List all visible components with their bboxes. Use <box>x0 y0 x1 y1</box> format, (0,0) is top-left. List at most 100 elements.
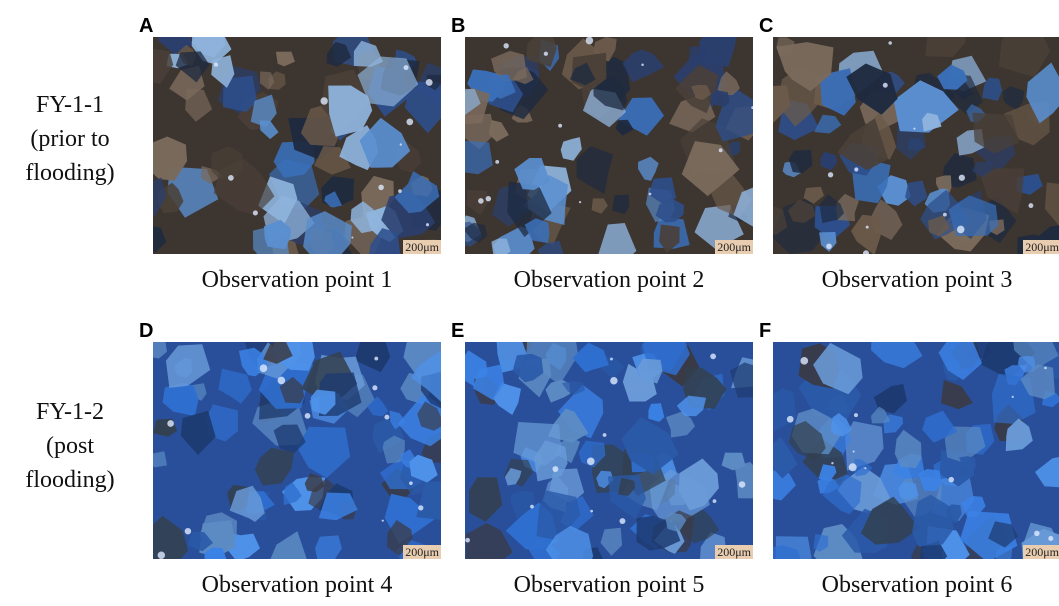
highlight <box>800 357 808 365</box>
highlight <box>158 552 165 559</box>
panel-letter: D <box>139 320 153 343</box>
panel-letter: E <box>451 320 464 343</box>
highlight <box>1048 536 1053 541</box>
panel-letter: C <box>759 15 773 38</box>
highlight <box>1044 367 1047 370</box>
highlight <box>787 416 794 423</box>
highlight <box>167 420 174 427</box>
highlight <box>398 189 402 193</box>
highlight <box>495 160 499 164</box>
highlight <box>713 499 717 503</box>
highlight <box>400 143 402 145</box>
row-label-line: (prior to <box>0 122 140 156</box>
highlight <box>619 518 625 524</box>
highlight <box>913 128 915 130</box>
highlight <box>590 510 593 513</box>
highlight <box>610 377 617 384</box>
highlight <box>866 226 869 229</box>
highlight <box>320 97 327 104</box>
highlight <box>486 196 491 201</box>
highlight <box>828 172 833 177</box>
panel-caption: Observation point 1 <box>147 267 447 294</box>
highlight <box>406 118 413 125</box>
highlight <box>864 467 866 469</box>
highlight <box>305 413 311 419</box>
highlight <box>214 63 218 67</box>
micrograph: 200μm <box>153 37 441 254</box>
highlight <box>185 528 191 534</box>
panel-caption: Observation point 4 <box>147 572 447 599</box>
micrograph: 200μm <box>465 342 753 559</box>
highlight <box>278 377 286 385</box>
row-label-line: FY-1-1 <box>0 88 140 122</box>
row-label-line: flooding) <box>0 463 140 497</box>
highlight <box>949 477 955 483</box>
highlight <box>739 481 746 488</box>
highlight <box>888 41 891 44</box>
highlight <box>957 226 965 234</box>
micrograph: 200μm <box>465 37 753 254</box>
row-label-line: flooding) <box>0 156 140 190</box>
highlight <box>552 466 558 472</box>
highlight <box>610 358 613 361</box>
highlight <box>579 201 581 203</box>
highlight <box>465 538 470 543</box>
highlight <box>883 83 888 88</box>
highlight <box>641 63 644 66</box>
scale-bar-label: 200μm <box>403 240 441 254</box>
highlight <box>228 175 234 181</box>
highlight <box>1012 396 1014 398</box>
highlight <box>719 148 723 152</box>
panel-caption: Observation point 5 <box>459 572 759 599</box>
highlight <box>854 167 858 171</box>
highlight <box>378 185 384 191</box>
highlight <box>826 243 832 249</box>
figure: FY-1-1(prior toflooding)A200μmObservatio… <box>0 0 1059 606</box>
panel-letter: F <box>759 320 771 343</box>
highlight <box>1028 203 1033 208</box>
scale-bar-label: 200μm <box>1023 240 1059 254</box>
micrograph: 200μm <box>773 37 1059 254</box>
scale-bar-label: 200μm <box>1023 545 1059 559</box>
micrograph-image <box>153 37 441 254</box>
highlight <box>384 415 389 420</box>
highlight <box>710 353 716 359</box>
panel-letter: B <box>451 15 465 38</box>
panel-letter: A <box>139 15 153 38</box>
highlight <box>503 43 508 48</box>
micrograph-image <box>153 342 441 559</box>
highlight <box>558 124 562 128</box>
highlight <box>426 223 429 226</box>
highlight <box>426 79 433 86</box>
highlight <box>351 236 353 238</box>
highlight <box>372 385 377 390</box>
highlight <box>831 462 833 464</box>
highlight <box>854 413 858 417</box>
micrograph-image <box>773 37 1059 254</box>
highlight <box>260 364 268 372</box>
highlight <box>418 505 423 510</box>
highlight <box>382 520 384 522</box>
micrograph-image <box>773 342 1059 559</box>
row-label-line: (post <box>0 429 140 463</box>
highlight <box>649 193 652 196</box>
scale-bar-label: 200μm <box>403 545 441 559</box>
highlight <box>849 463 857 471</box>
micrograph: 200μm <box>153 342 441 559</box>
scale-bar-label: 200μm <box>715 545 753 559</box>
highlight <box>544 52 548 56</box>
panel-caption: Observation point 6 <box>767 572 1059 599</box>
highlight <box>586 37 594 44</box>
highlight <box>587 458 595 466</box>
micrograph: 200μm <box>773 342 1059 559</box>
highlight <box>853 450 855 452</box>
scale-bar-label: 200μm <box>715 240 753 254</box>
highlight <box>478 198 484 204</box>
row-label-line: FY-1-2 <box>0 395 140 429</box>
highlight <box>943 213 947 217</box>
highlight <box>374 357 378 361</box>
highlight <box>530 505 534 509</box>
highlight <box>409 481 413 485</box>
